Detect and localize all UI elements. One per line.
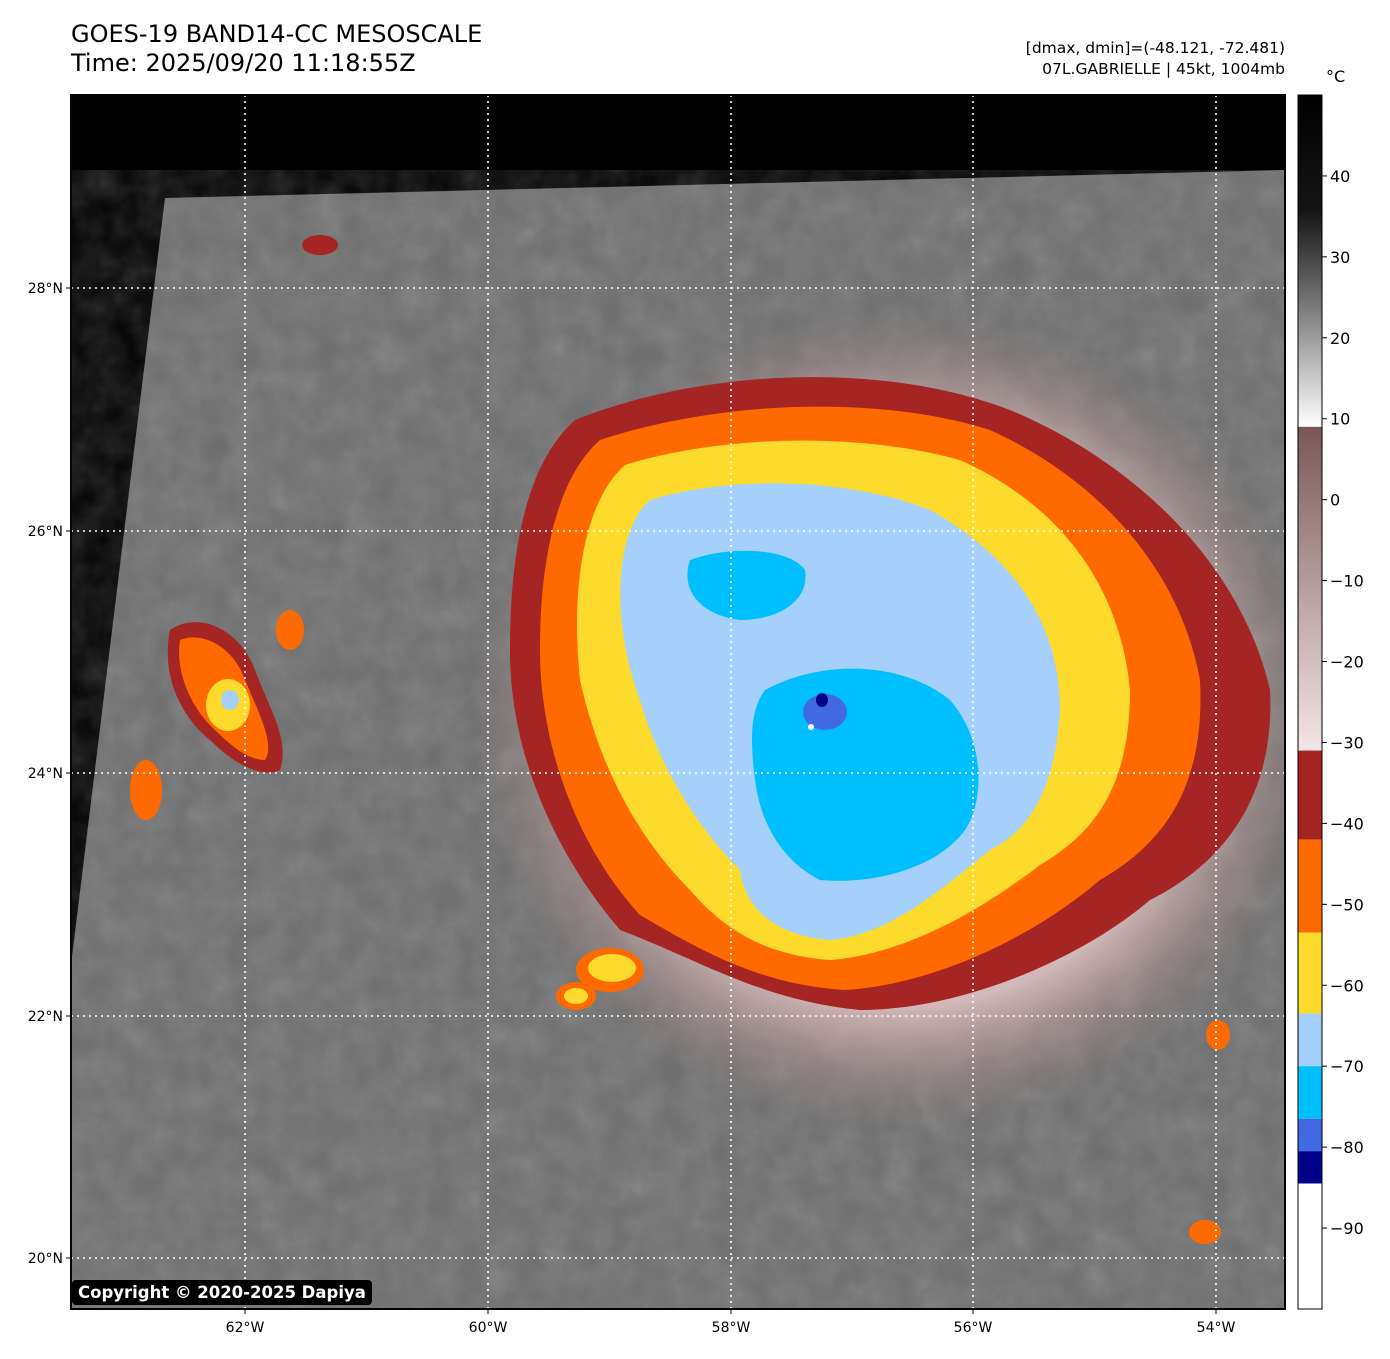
band-minus-80 bbox=[803, 694, 847, 730]
map-area bbox=[71, 95, 1285, 1309]
lon-label: 58°W bbox=[712, 1320, 751, 1336]
colorbar-band bbox=[1298, 839, 1322, 933]
colorbar-tick-label: 10 bbox=[1330, 410, 1350, 429]
lat-label: 26°N bbox=[28, 524, 63, 540]
band-minus-70-core bbox=[752, 668, 979, 881]
lon-label: 56°W bbox=[954, 1320, 993, 1336]
copyright-notice: Copyright © 2020-2025 Dapiya bbox=[72, 1280, 372, 1305]
colorbar-tick-label: −20 bbox=[1330, 653, 1364, 672]
cluster-west-blue bbox=[221, 690, 239, 710]
cluster-far-west bbox=[130, 760, 162, 820]
cluster-north-cell bbox=[302, 235, 338, 255]
colorbar-band bbox=[1298, 1066, 1322, 1119]
band-minus-85 bbox=[816, 693, 828, 707]
colorbar-tick-label: −40 bbox=[1330, 814, 1364, 833]
colorbar-tick-label: −10 bbox=[1330, 572, 1364, 591]
colorbar-band bbox=[1298, 1151, 1322, 1184]
colorbar-band bbox=[1298, 932, 1322, 1014]
colorbar-band bbox=[1298, 1183, 1322, 1309]
temperature-range: [dmax, dmin]=(-48.121, -72.481) bbox=[1025, 39, 1285, 57]
map-title: GOES-19 BAND14-CC MESOSCALE Time: 2025/0… bbox=[71, 20, 482, 78]
colorbar-band bbox=[1298, 426, 1322, 751]
colorbar-tick-label: −60 bbox=[1330, 976, 1364, 995]
lon-label: 62°W bbox=[226, 1320, 265, 1336]
lon-label: 60°W bbox=[469, 1320, 508, 1336]
title-time: Time: 2025/09/20 11:18:55Z bbox=[71, 49, 416, 77]
colorbar-band bbox=[1298, 750, 1322, 840]
cluster-south-yellow bbox=[588, 954, 636, 982]
map-frame bbox=[70, 94, 1286, 1310]
colorbar-unit: °C bbox=[1326, 67, 1346, 86]
band-minus-70-north bbox=[687, 550, 806, 620]
lat-label: 24°N bbox=[28, 766, 63, 782]
latitude-labels: 28°N 26°N 24°N 22°N 20°N bbox=[28, 281, 71, 1267]
colorbar-tick-label: −90 bbox=[1330, 1219, 1364, 1238]
coldest-pixel bbox=[808, 724, 814, 730]
colorbar-frame bbox=[1297, 94, 1323, 1310]
cluster-south-2-yellow bbox=[564, 988, 588, 1004]
title-product: GOES-19 BAND14-CC MESOSCALE bbox=[71, 20, 483, 48]
colorbar-tick-label: 40 bbox=[1330, 167, 1350, 186]
colorbar-tick-label: −70 bbox=[1330, 1057, 1364, 1076]
colorbar-tick-label: −30 bbox=[1330, 733, 1364, 752]
lat-label: 28°N bbox=[28, 281, 63, 297]
storm-info: [dmax, dmin]=(-48.121, -72.481) 07L.GABR… bbox=[1026, 38, 1285, 80]
colorbar: 40 30 20 10 0 −10 −20 −30 −40 −50 −60 −70 −80 −90 bbox=[1297, 94, 1364, 1310]
cloud-top-layers bbox=[130, 235, 1285, 1244]
lat-label: 20°N bbox=[28, 1251, 63, 1267]
colorbar-band bbox=[1298, 1118, 1322, 1152]
colorbar-tick-label: −50 bbox=[1330, 895, 1364, 914]
storm-status: 07L.GABRIELLE | 45kt, 1004mb bbox=[1042, 60, 1285, 78]
lat-label: 22°N bbox=[28, 1009, 63, 1025]
colorbar-tick-label: 20 bbox=[1330, 329, 1350, 348]
cluster-southeast-cell bbox=[1189, 1220, 1221, 1244]
colorbar-tick-label: −80 bbox=[1330, 1138, 1364, 1157]
cluster-east-cell bbox=[1206, 1020, 1230, 1050]
colorbar-band bbox=[1298, 1013, 1322, 1067]
colorbar-tick-label: 0 bbox=[1330, 491, 1340, 510]
colorbar-tick-label: 30 bbox=[1330, 248, 1350, 267]
lon-label: 54°W bbox=[1197, 1320, 1236, 1336]
longitude-labels: 62°W 60°W 58°W 56°W 54°W bbox=[226, 1309, 1236, 1336]
graticule bbox=[71, 95, 1285, 1309]
colorbar-band bbox=[1298, 95, 1322, 427]
cluster-west-cell bbox=[276, 610, 304, 650]
